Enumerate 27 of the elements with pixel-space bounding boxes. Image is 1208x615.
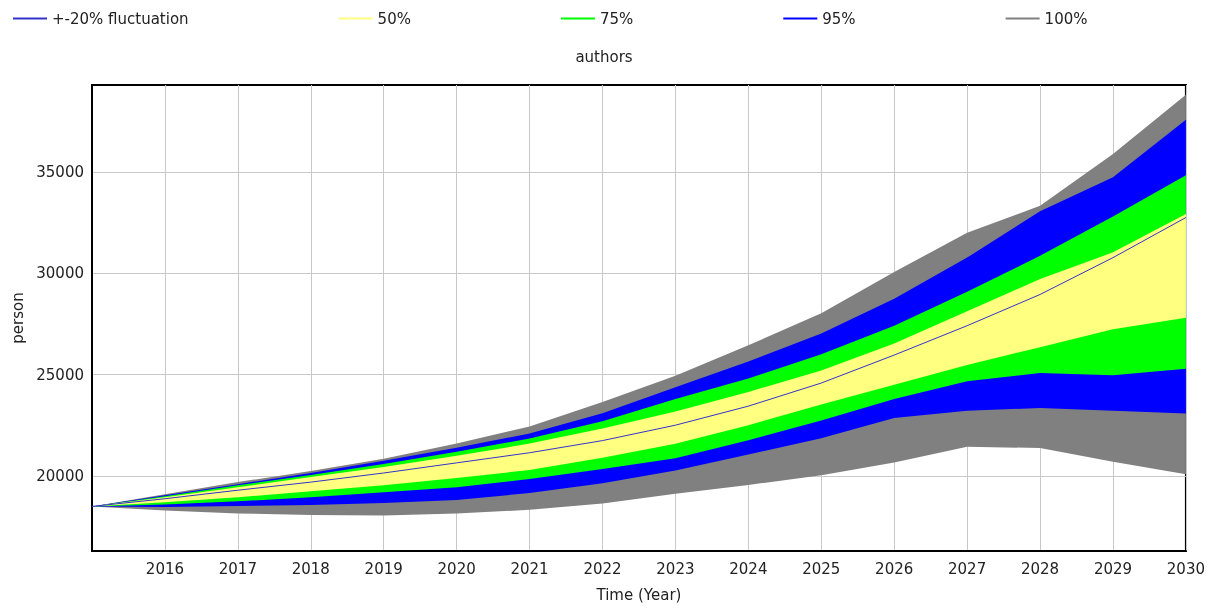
x-tick-label: 2016 — [145, 559, 185, 578]
legend-label: 95% — [822, 9, 856, 28]
x-tick-label: 2019 — [364, 559, 403, 578]
x-tick-label: 2029 — [1093, 559, 1133, 578]
x-tick-label: 2030 — [1166, 559, 1206, 578]
legend-label: 75% — [599, 9, 634, 28]
x-tick-label: 2024 — [729, 559, 768, 578]
x-tick-label: 2020 — [437, 559, 476, 578]
x-axis-title: Time (Year) — [595, 585, 682, 604]
x-tick-label: 2022 — [583, 559, 622, 578]
x-tick-label: 2017 — [218, 559, 257, 578]
y-axis-title: person — [8, 292, 27, 344]
x-tick-label: 2018 — [291, 559, 330, 578]
y-tick-label: 30000 — [36, 264, 84, 283]
x-tick-label: 2028 — [1020, 559, 1060, 578]
x-tick-label: 2023 — [656, 559, 695, 578]
legend-label: 100% — [1044, 9, 1088, 28]
x-tick-label: 2026 — [875, 559, 914, 578]
x-tick-label: 2027 — [948, 559, 987, 578]
chart-title: authors — [575, 47, 633, 66]
legend-label: 50% — [377, 9, 411, 28]
y-tick-label: 20000 — [36, 467, 84, 486]
legend-label: +-20% fluctuation — [52, 9, 189, 28]
x-tick-label: 2025 — [802, 559, 841, 578]
x-tick-label: 2021 — [510, 559, 549, 578]
y-tick-label: 35000 — [36, 163, 84, 182]
y-tick-label: 25000 — [36, 365, 84, 384]
